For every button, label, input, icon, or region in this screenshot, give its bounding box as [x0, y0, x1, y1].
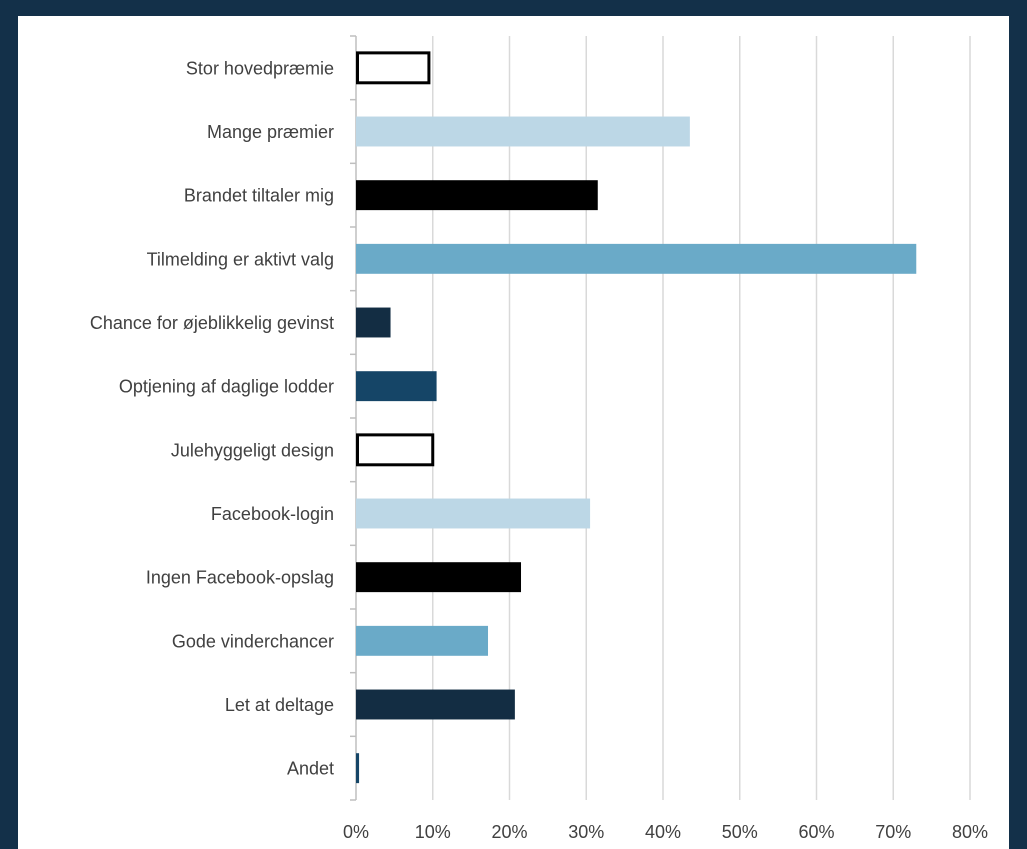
category-label: Let at deltage — [225, 695, 334, 715]
bar — [356, 625, 489, 656]
bar — [356, 116, 690, 147]
bar — [356, 371, 437, 402]
bar — [356, 243, 917, 274]
bar — [356, 307, 391, 338]
bar — [356, 51, 431, 85]
x-tick-label: 60% — [798, 822, 834, 842]
bar — [356, 180, 598, 211]
x-tick-label: 0% — [343, 822, 369, 842]
category-label: Mange præmier — [207, 122, 334, 142]
category-label: Stor hovedpræmie — [186, 58, 334, 78]
bar — [356, 753, 360, 784]
x-tick-label: 80% — [952, 822, 988, 842]
category-label: Optjening af daglige lodder — [119, 377, 334, 397]
x-tick-label: 40% — [645, 822, 681, 842]
x-tick-label: 10% — [415, 822, 451, 842]
category-labels: Stor hovedpræmie Mange præmier Brandet til… — [90, 58, 334, 778]
x-tick-label: 20% — [491, 822, 527, 842]
category-label: Ingen Facebook-opslag — [146, 568, 334, 588]
category-label: Gode vinderchancer — [172, 631, 334, 651]
category-label: Facebook-login — [211, 504, 334, 524]
category-label: Andet — [287, 759, 334, 779]
x-tick-label: 50% — [722, 822, 758, 842]
category-label: Brandet tiltaler mig — [184, 186, 334, 206]
bar — [356, 498, 591, 529]
bar — [356, 689, 515, 720]
bar — [356, 433, 435, 467]
gridlines — [432, 36, 971, 800]
category-axis — [350, 35, 357, 801]
x-tick-labels: 0% 10% 20% 30% 40% 50% 60% 70% 80% — [343, 822, 988, 842]
bar — [356, 562, 522, 593]
category-label: Chance for øjeblikkelig gevinst — [90, 313, 334, 333]
bars — [356, 51, 917, 784]
x-tick-label: 70% — [875, 822, 911, 842]
category-label: Julehyggeligt design — [171, 440, 334, 460]
x-tick-label: 30% — [568, 822, 604, 842]
category-label: Tilmelding er aktivt valg — [147, 249, 334, 269]
